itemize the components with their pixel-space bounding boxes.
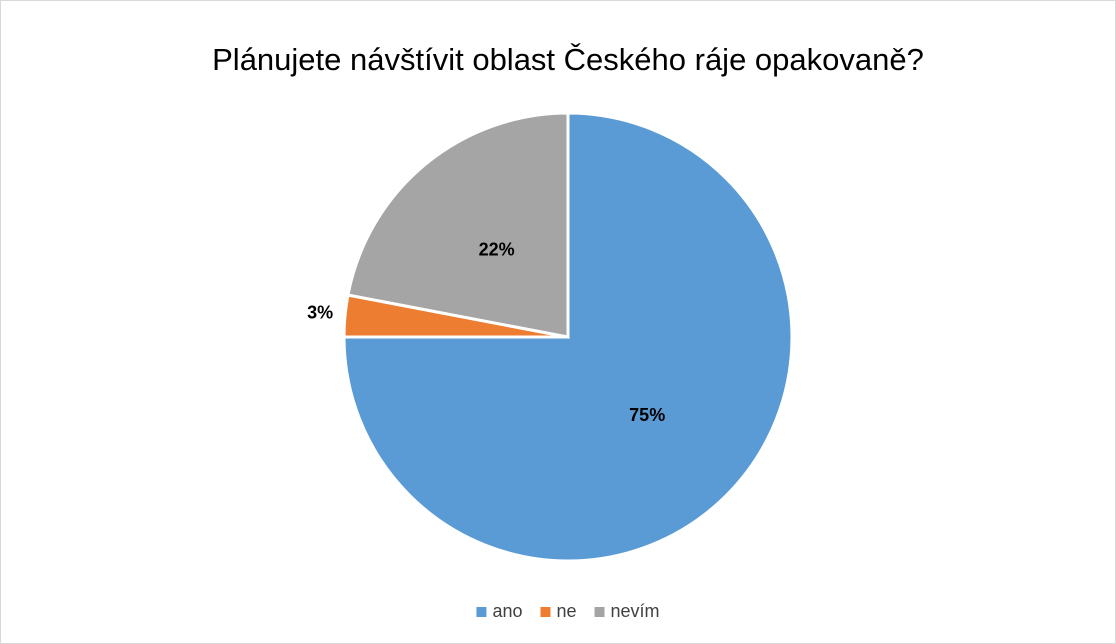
legend-swatch bbox=[540, 607, 551, 617]
pie-slice bbox=[342, 111, 794, 563]
legend-swatch bbox=[594, 607, 605, 617]
chart-title: Plánujete návštívit oblast Českého ráje … bbox=[212, 42, 924, 77]
pie-slice bbox=[346, 111, 570, 339]
legend-label: ne bbox=[556, 601, 576, 621]
data-label: 3% bbox=[307, 302, 333, 322]
data-label: 75% bbox=[629, 405, 665, 425]
data-label: 22% bbox=[479, 239, 515, 259]
legend-swatch bbox=[476, 607, 487, 617]
legend-label: nevím bbox=[611, 601, 660, 621]
legend-label: ano bbox=[492, 601, 522, 621]
